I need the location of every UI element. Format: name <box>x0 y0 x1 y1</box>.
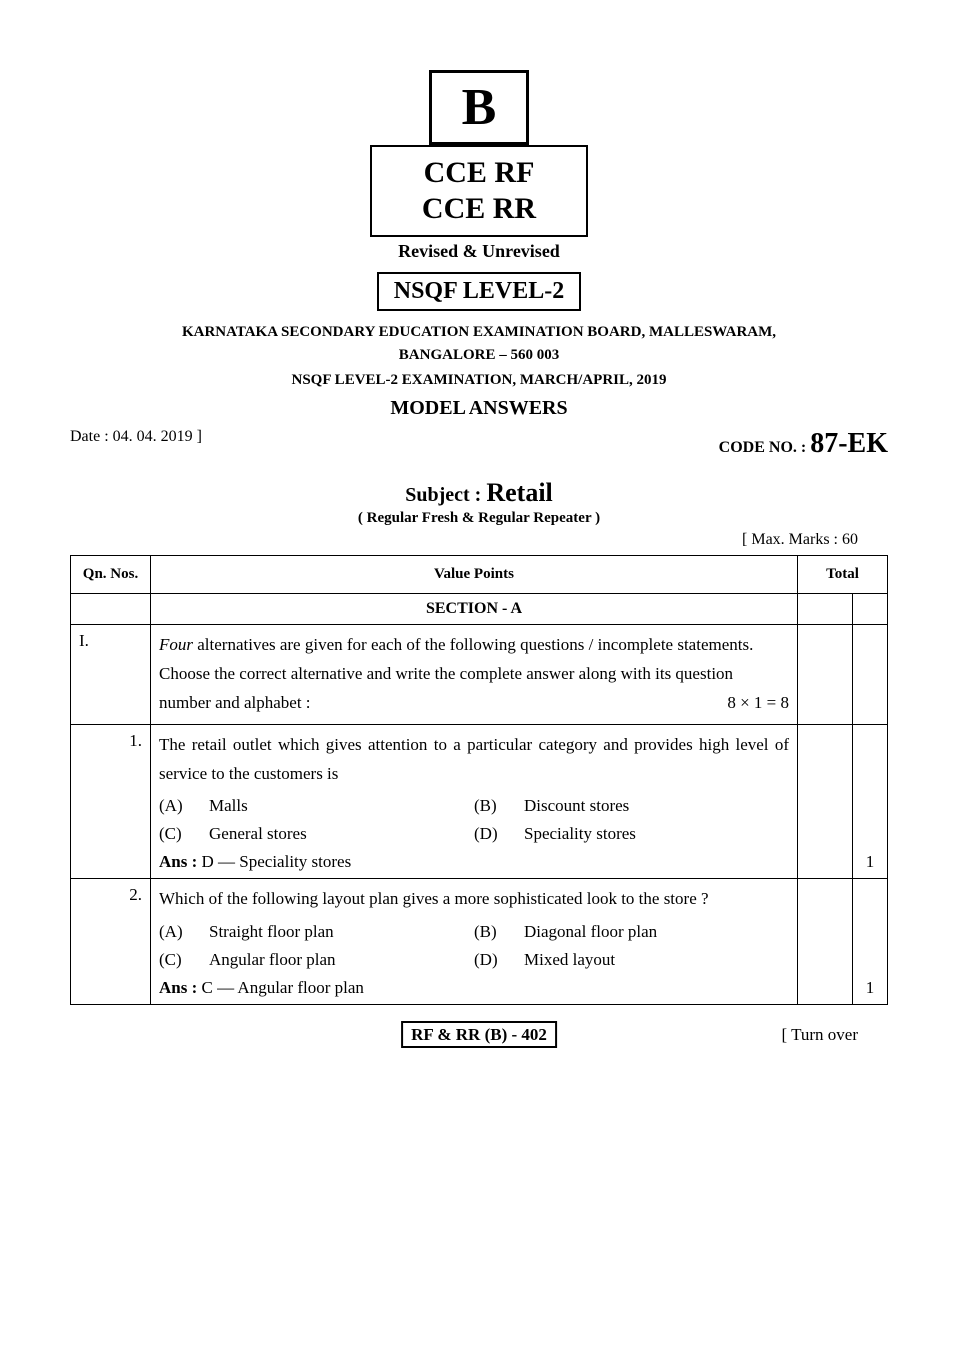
q2-total <box>798 879 853 1005</box>
q1-mark: 1 <box>853 724 888 879</box>
q1-d-text: Speciality stores <box>524 824 789 844</box>
q2-c-text: Angular floor plan <box>209 950 474 970</box>
footer: RF & RR (B) - 402 [ Turn over <box>70 1025 888 1045</box>
q1-a-text: Malls <box>209 796 474 816</box>
code-no: CODE NO. : 87-EK <box>719 428 888 460</box>
q1-ans-text: D — Speciality stores <box>197 852 351 871</box>
subject-row: Subject : Retail <box>70 478 888 508</box>
q1-opt-c: (C) General stores <box>159 824 474 844</box>
q2-ans-text: C — Angular floor plan <box>197 978 364 997</box>
instruction-rest: alternatives are given for each of the f… <box>159 635 753 712</box>
q1-cell: The retail outlet which gives attention … <box>151 724 798 879</box>
turn-over: [ Turn over <box>781 1025 858 1045</box>
instruction-total2 <box>853 625 888 725</box>
section-a-row: SECTION - A <box>71 594 888 625</box>
q1-opts-row1: (A) Malls (B) Discount stores <box>159 796 789 816</box>
board-line2: BANGALORE – 560 003 <box>70 344 888 367</box>
subject-label: Subject : <box>405 484 486 506</box>
footer-center: RF & RR (B) - 402 <box>401 1025 557 1045</box>
footer-box: RF & RR (B) - 402 <box>401 1021 557 1048</box>
q2-opt-b: (B) Diagonal floor plan <box>474 922 789 942</box>
q1-total <box>798 724 853 879</box>
q1-c-label: (C) <box>159 824 209 844</box>
q2-d-text: Mixed layout <box>524 950 789 970</box>
q2-opts-row2: (C) Angular floor plan (D) Mixed layout <box>159 950 789 970</box>
q2-c-label: (C) <box>159 950 209 970</box>
q1-row: 1. The retail outlet which gives attenti… <box>71 724 888 879</box>
col-total-header: Total <box>798 556 888 594</box>
instruction-row: I. Four alternatives are given for each … <box>71 625 888 725</box>
q1-answer: Ans : D — Speciality stores <box>159 852 789 872</box>
section-qn-cell <box>71 594 151 625</box>
regular-label: ( Regular Fresh & Regular Repeater ) <box>70 510 888 527</box>
section-total2-cell <box>853 594 888 625</box>
set-code-box: B <box>429 70 530 145</box>
instruction-total <box>798 625 853 725</box>
instruction-italic: Four <box>159 635 193 654</box>
subject-value: Retail <box>486 478 552 507</box>
q1-d-label: (D) <box>474 824 524 844</box>
q1-ans-label: Ans : <box>159 852 197 871</box>
q2-num: 2. <box>71 879 151 1005</box>
q2-mark: 1 <box>853 879 888 1005</box>
q2-a-text: Straight floor plan <box>209 922 474 942</box>
q1-b-text: Discount stores <box>524 796 789 816</box>
q2-opts-row1: (A) Straight floor plan (B) Diagonal flo… <box>159 922 789 942</box>
col-vp-header: Value Points <box>151 556 798 594</box>
date-code-row: Date : 04. 04. 2019 ] CODE NO. : 87-EK <box>70 428 888 460</box>
instruction-marks: 8 × 1 = 8 <box>727 689 789 718</box>
q2-opt-c: (C) Angular floor plan <box>159 950 474 970</box>
q1-a-label: (A) <box>159 796 209 816</box>
code-label: CODE NO. : <box>719 439 811 456</box>
q2-cell: Which of the following layout plan gives… <box>151 879 798 1005</box>
code-value: 87-EK <box>810 428 888 459</box>
q2-opt-a: (A) Straight floor plan <box>159 922 474 942</box>
section-total-cell <box>798 594 853 625</box>
q2-a-label: (A) <box>159 922 209 942</box>
exam-info: NSQF LEVEL-2 EXAMINATION, MARCH/APRIL, 2… <box>70 372 888 389</box>
nsqf-box: NSQF LEVEL-2 <box>377 272 581 311</box>
q1-opt-a: (A) Malls <box>159 796 474 816</box>
q2-b-text: Diagonal floor plan <box>524 922 789 942</box>
instruction-cell: Four alternatives are given for each of … <box>151 625 798 725</box>
model-answers: MODEL ANSWERS <box>70 397 888 420</box>
main-table: Qn. Nos. Value Points Total SECTION - A … <box>70 555 888 1005</box>
q2-d-label: (D) <box>474 950 524 970</box>
max-marks: [ Max. Marks : 60 <box>70 531 888 549</box>
q2-ans-label: Ans : <box>159 978 197 997</box>
cce-line1: CCE RF <box>422 155 536 191</box>
q1-text: The retail outlet which gives attention … <box>159 731 789 789</box>
q1-c-text: General stores <box>209 824 474 844</box>
q2-opt-d: (D) Mixed layout <box>474 950 789 970</box>
q1-num: 1. <box>71 724 151 879</box>
date: Date : 04. 04. 2019 ] <box>70 428 202 460</box>
q2-text: Which of the following layout plan gives… <box>159 885 789 914</box>
q2-row: 2. Which of the following layout plan gi… <box>71 879 888 1005</box>
cce-box: CCE RF CCE RR <box>370 145 588 237</box>
col-qn-header: Qn. Nos. <box>71 556 151 594</box>
q2-answer: Ans : C — Angular floor plan <box>159 978 789 998</box>
instruction-roman: I. <box>71 625 151 725</box>
q1-opts-row2: (C) General stores (D) Speciality stores <box>159 824 789 844</box>
cce-line2: CCE RR <box>422 191 536 227</box>
board-line1: KARNATAKA SECONDARY EDUCATION EXAMINATIO… <box>70 321 888 344</box>
q1-opt-b: (B) Discount stores <box>474 796 789 816</box>
table-header-row: Qn. Nos. Value Points Total <box>71 556 888 594</box>
q1-opt-d: (D) Speciality stores <box>474 824 789 844</box>
board-info: KARNATAKA SECONDARY EDUCATION EXAMINATIO… <box>70 321 888 366</box>
revised-label: Revised & Unrevised <box>398 241 560 262</box>
q1-b-label: (B) <box>474 796 524 816</box>
section-a-label: SECTION - A <box>151 594 798 625</box>
q2-b-label: (B) <box>474 922 524 942</box>
header-section: B CCE RF CCE RR Revised & Unrevised NSQF… <box>70 70 888 311</box>
